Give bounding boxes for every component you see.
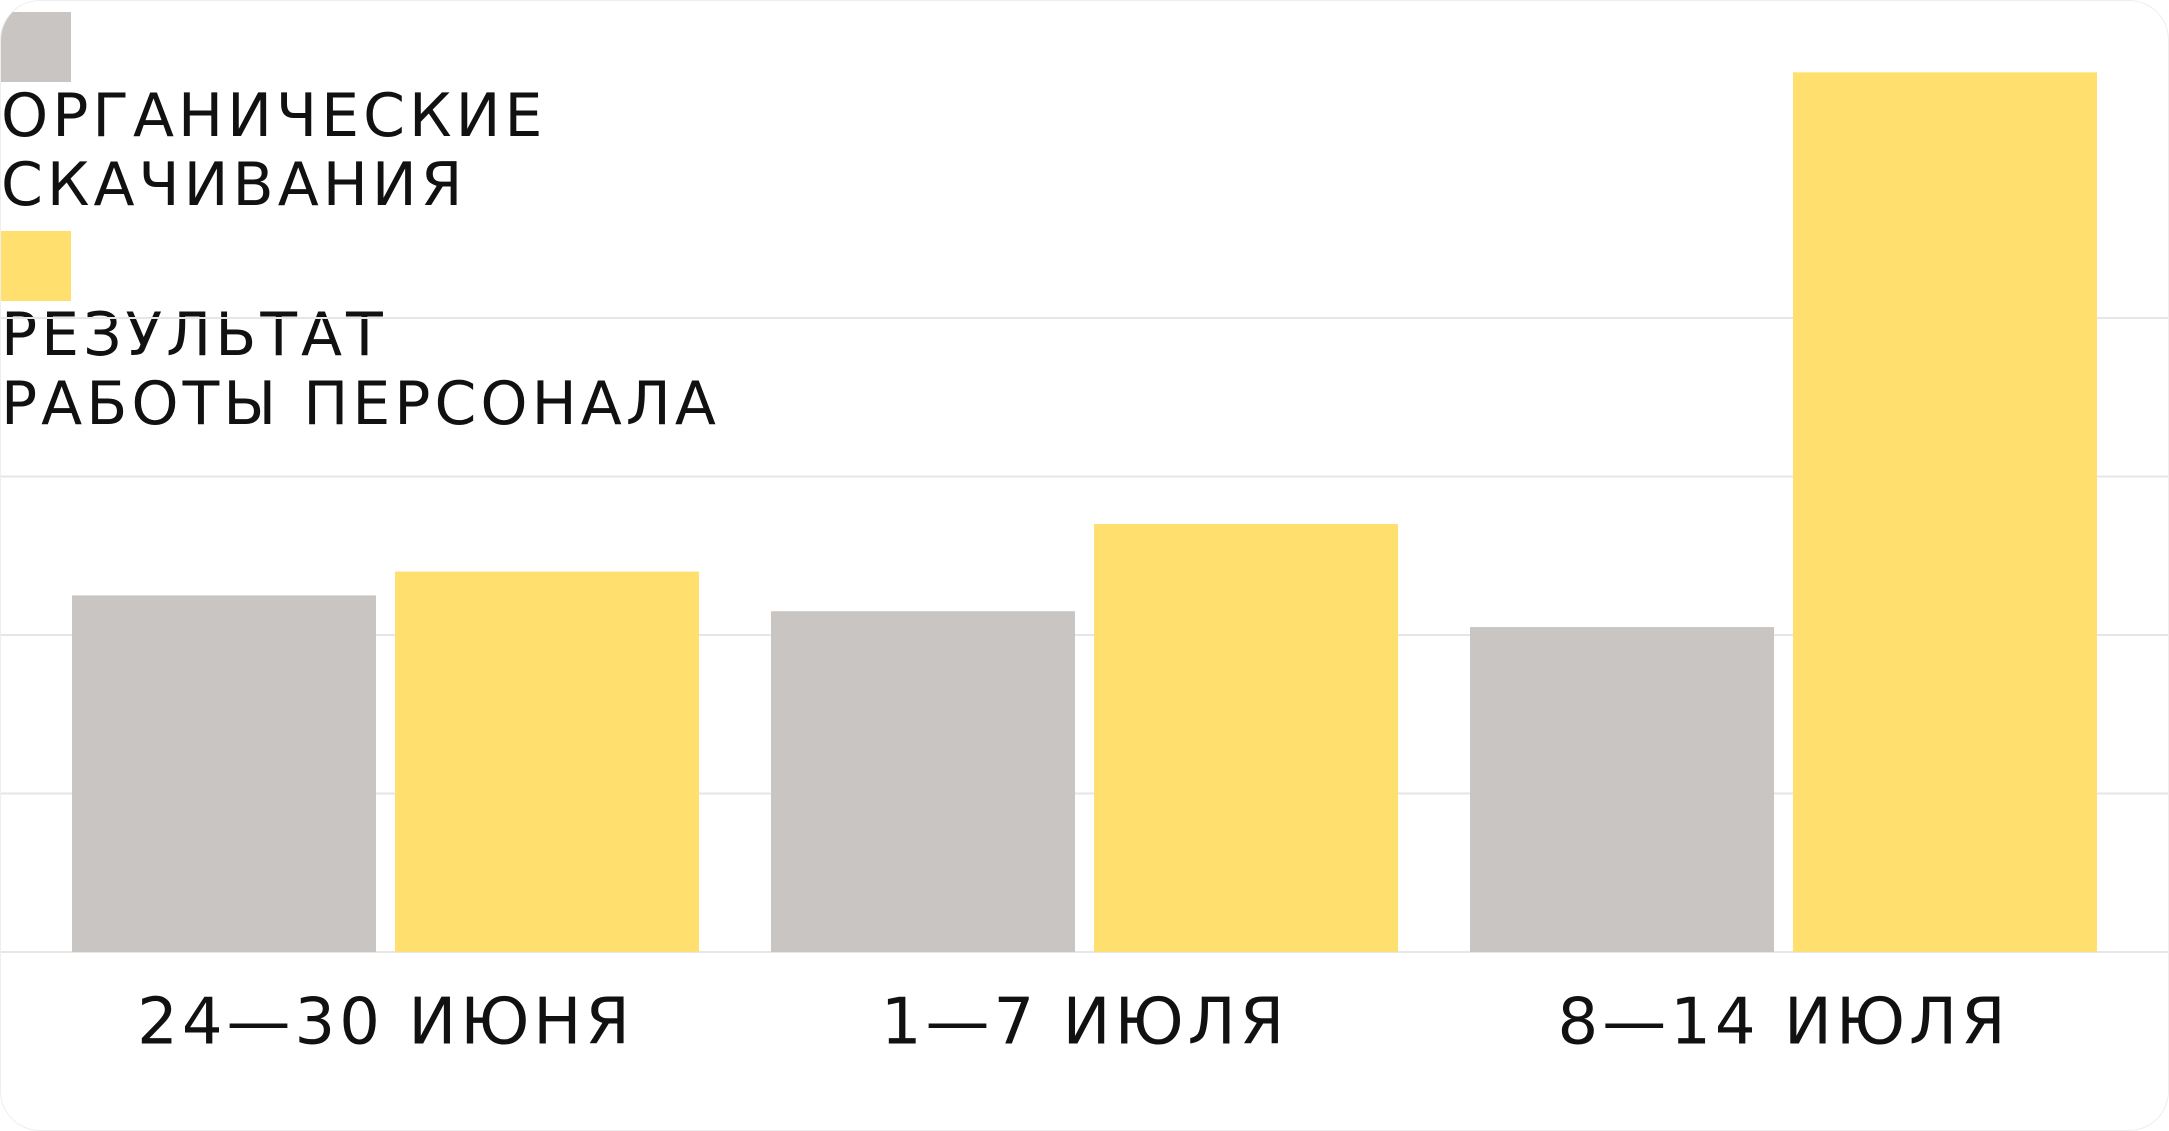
legend-label: РЕЗУЛЬТАТ РАБОТЫ ПЕРСОНАЛА (1, 300, 720, 439)
legend-label: ОРГАНИЧЕСКИЕ СКАЧИВАНИЯ (1, 81, 547, 220)
legend-swatch (1, 231, 71, 301)
bar (1793, 72, 2097, 952)
legend-item: РЕЗУЛЬТАТ РАБОТЫ ПЕРСОНАЛА (1, 231, 2168, 439)
bar (395, 571, 699, 952)
legend-swatch (1, 12, 71, 82)
x-tick-label: 24—30 ИЮНЯ (137, 986, 634, 1060)
bar (1094, 524, 1398, 952)
legend-item: ОРГАНИЧЕСКИЕ СКАЧИВАНИЯ (1, 12, 2168, 220)
x-tick-label: 1—7 ИЮЛЯ (881, 986, 1288, 1060)
bar (72, 595, 376, 952)
bar (1470, 627, 1774, 952)
x-tick-label: 8—14 ИЮЛЯ (1557, 986, 2009, 1060)
bar (771, 611, 1075, 952)
